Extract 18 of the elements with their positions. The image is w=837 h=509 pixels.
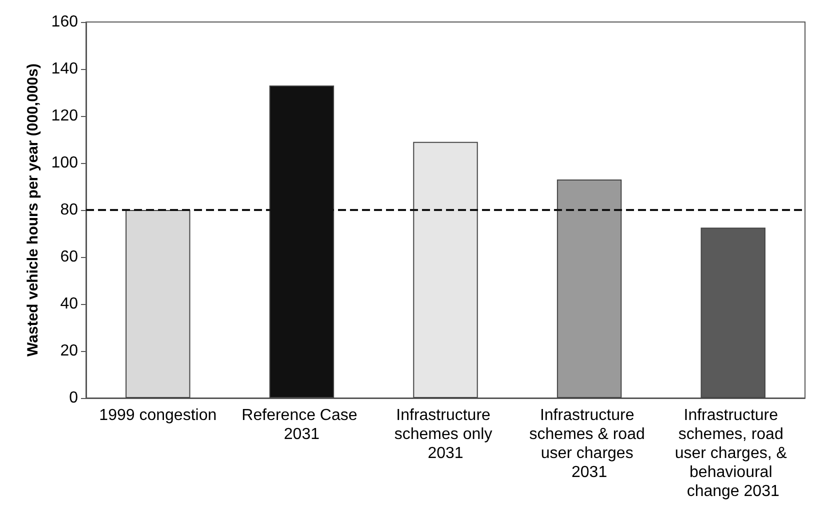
y-tick-label: 0	[69, 390, 78, 406]
y-tick-label: 120	[51, 108, 78, 124]
x-tick-label: Infrastructure schemes, road user charges, & behavioural change 2031	[674, 407, 792, 500]
x-tick-label: Infrastructure schemes & road user charges 2031	[529, 407, 650, 481]
y-tick-label: 40	[60, 296, 78, 312]
y-tick-label: 80	[60, 202, 78, 218]
y-axis-title: Wasted vehicle hours per year (000,000s)	[24, 64, 42, 356]
bar	[126, 210, 190, 398]
x-tick-label: Infrastructure schemes only 2031	[394, 407, 497, 462]
y-tick-label: 60	[60, 248, 78, 266]
x-tick-label: 1999 congestion	[99, 407, 217, 424]
bar	[556, 179, 622, 398]
x-tick-label: Reference Case 2031	[242, 407, 362, 443]
y-tick-label: 160	[51, 14, 78, 30]
y-tick-label: 20	[60, 342, 78, 360]
bar	[413, 142, 478, 398]
y-tick-label: 140	[51, 60, 78, 78]
y-tick-label: 100	[51, 154, 78, 172]
